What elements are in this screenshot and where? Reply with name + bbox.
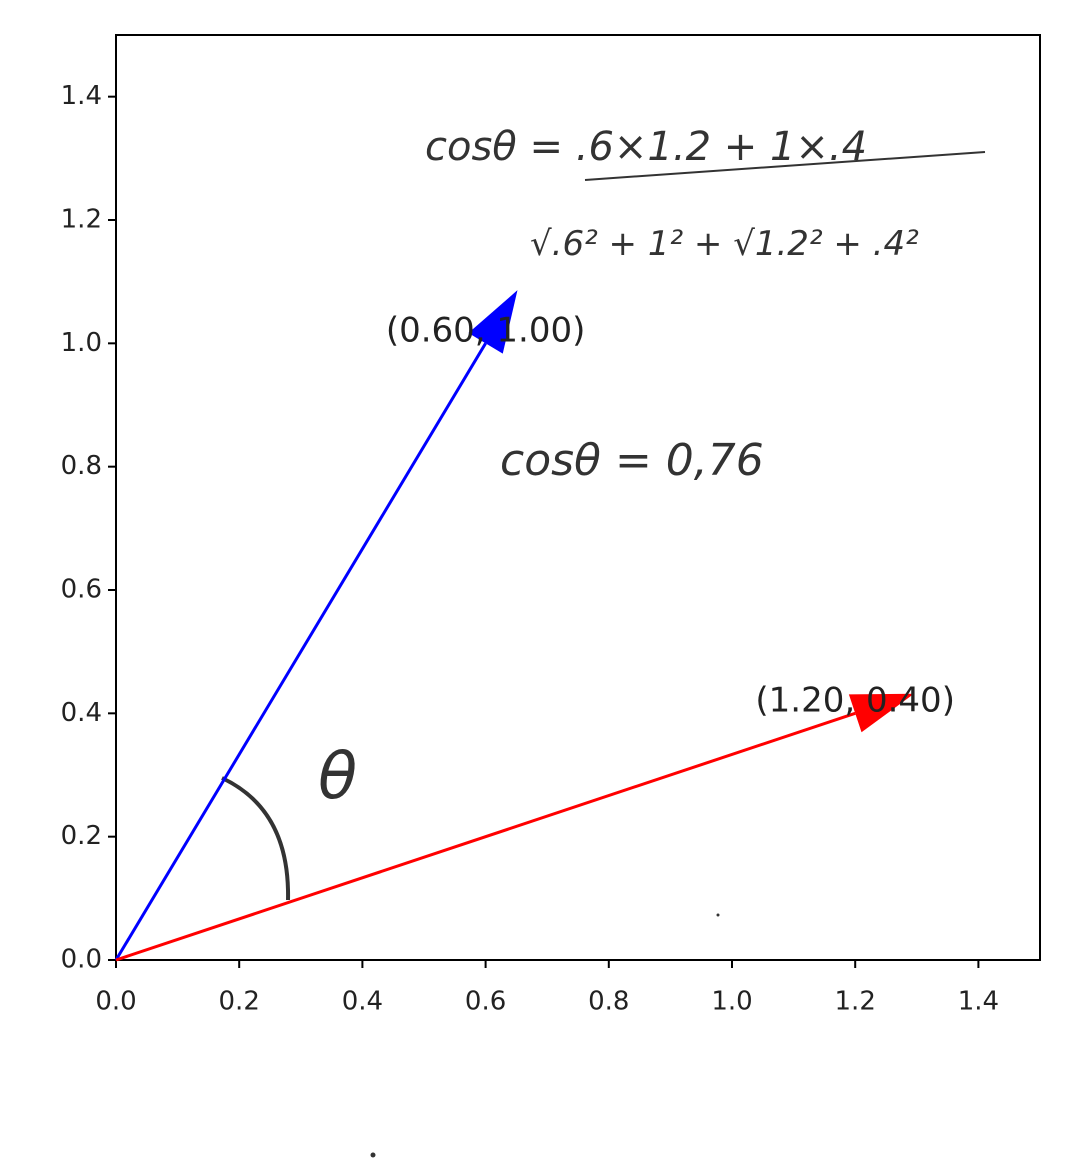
stray-dot [716, 913, 720, 917]
y-tick-label: 0.8 [61, 451, 102, 481]
x-tick-label: 1.2 [835, 987, 876, 1017]
vector-head [848, 693, 915, 733]
x-tick-label: 1.4 [958, 987, 999, 1017]
vector-shaft [114, 342, 487, 961]
y-tick-label: 0.0 [61, 945, 102, 975]
annotation: θ [318, 740, 357, 814]
y-tick-label: 1.4 [61, 81, 102, 111]
x-tick-label: 0.8 [588, 987, 629, 1017]
y-tick-label: 1.0 [61, 328, 102, 358]
y-tick-label: 0.6 [61, 575, 102, 605]
stray-dot [370, 1152, 376, 1158]
y-tick-label: 0.4 [61, 698, 102, 728]
y-tick-label: 0.2 [61, 821, 102, 851]
x-tick-label: 1.0 [711, 987, 752, 1017]
y-tick-label: 1.2 [61, 205, 102, 235]
annotation: cosθ = .6×1.2 + 1×.4 [425, 124, 867, 170]
annotation: √.6² + 1² + √1.2² + .4² [530, 224, 919, 264]
x-tick-label: 0.2 [219, 987, 260, 1017]
annotation: cosθ = 0,76 [500, 435, 764, 486]
vector-label: (0.60, 1.00) [386, 310, 586, 350]
angle-arc [221, 776, 291, 901]
vector-head [468, 290, 518, 354]
x-tick-label: 0.0 [95, 987, 136, 1017]
vector-shaft [115, 711, 856, 962]
x-tick-label: 0.4 [342, 987, 383, 1017]
vector-label: (1.20, 0.40) [755, 680, 955, 720]
axes-frame [115, 34, 1041, 961]
fraction-bar [584, 151, 986, 181]
x-tick-label: 0.6 [465, 987, 506, 1017]
